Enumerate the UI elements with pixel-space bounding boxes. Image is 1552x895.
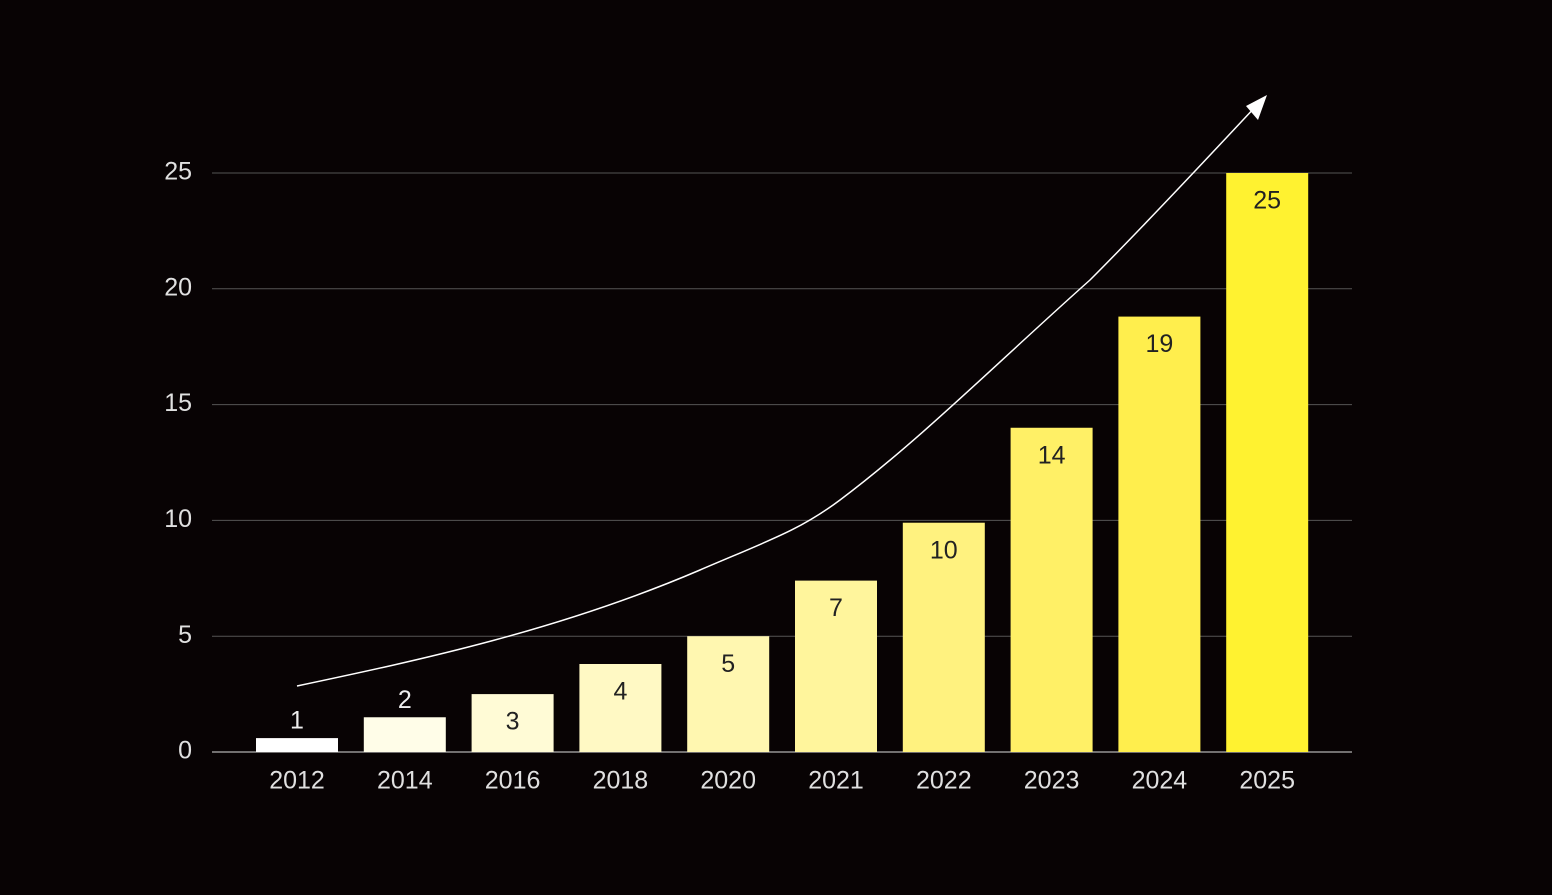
value-label: 3 bbox=[506, 708, 520, 736]
bar bbox=[1010, 427, 1093, 752]
x-tick-label: 2024 bbox=[1132, 767, 1188, 795]
x-tick-label: 2018 bbox=[593, 767, 649, 795]
x-tick-label: 2020 bbox=[700, 767, 756, 795]
value-label: 14 bbox=[1038, 441, 1066, 469]
y-tick-label: 10 bbox=[164, 505, 192, 533]
bar bbox=[471, 694, 554, 752]
y-tick-label: 20 bbox=[164, 273, 192, 301]
value-label: 4 bbox=[613, 678, 627, 706]
value-label: 2 bbox=[398, 686, 412, 714]
bar bbox=[579, 663, 662, 752]
y-tick-label: 0 bbox=[178, 737, 192, 765]
value-label: 7 bbox=[829, 594, 843, 622]
value-label: 10 bbox=[930, 536, 958, 564]
x-tick-label: 2021 bbox=[808, 767, 864, 795]
value-label: 5 bbox=[721, 650, 735, 678]
arrow-head bbox=[1246, 95, 1267, 120]
value-label: 1 bbox=[290, 707, 304, 735]
value-label: 25 bbox=[1253, 187, 1281, 215]
y-tick-label: 15 bbox=[164, 389, 192, 417]
x-tick-label: 2016 bbox=[485, 767, 541, 795]
x-tick-label: 2022 bbox=[916, 767, 972, 795]
bar bbox=[363, 717, 446, 752]
x-tick-label: 2025 bbox=[1239, 767, 1295, 795]
y-tick-label: 5 bbox=[178, 621, 192, 649]
x-tick-label: 2023 bbox=[1024, 767, 1080, 795]
trend-arrow bbox=[296, 103, 1259, 687]
bar bbox=[1118, 316, 1201, 752]
x-tick-label: 2014 bbox=[377, 767, 433, 795]
x-tick-label: 2012 bbox=[269, 767, 325, 795]
value-label: 19 bbox=[1145, 330, 1173, 358]
y-tick-label: 25 bbox=[164, 158, 192, 186]
bar bbox=[795, 580, 877, 752]
bar bbox=[687, 636, 770, 752]
bar bbox=[256, 738, 338, 752]
bar bbox=[902, 522, 985, 752]
bar bbox=[1226, 173, 1309, 752]
